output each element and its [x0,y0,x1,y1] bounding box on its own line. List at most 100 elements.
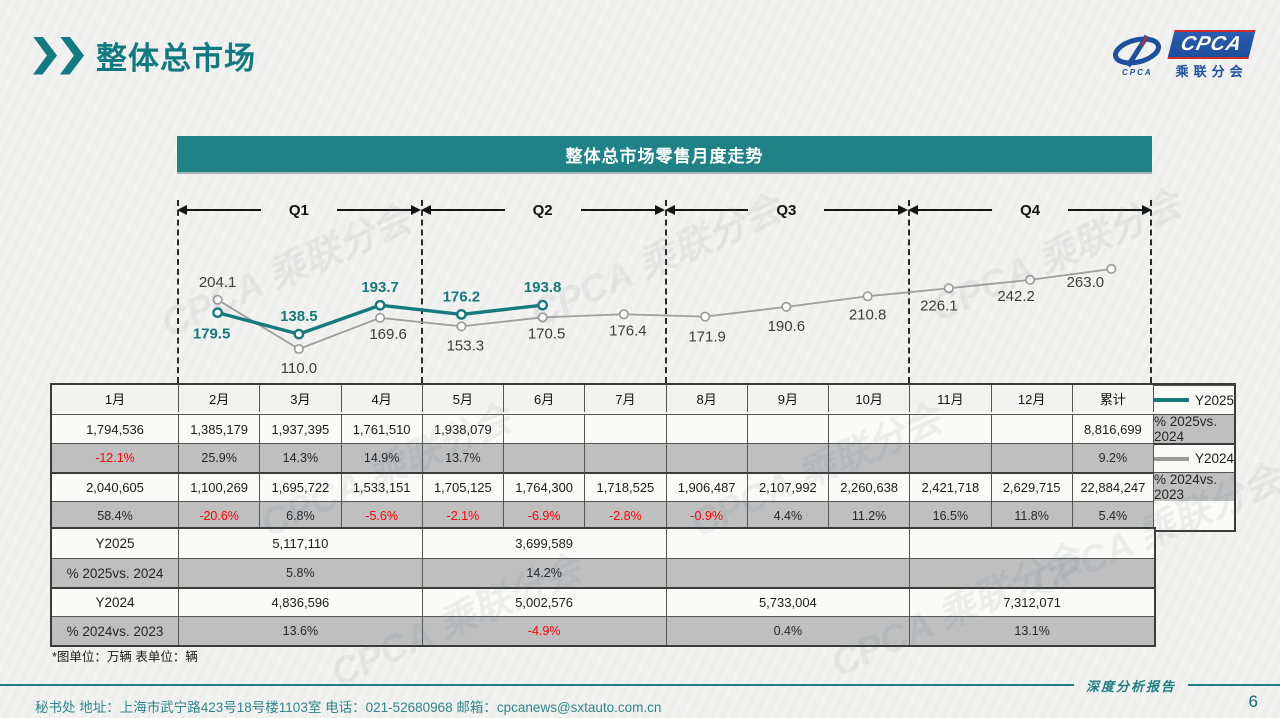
table-cell: 11.2% [829,501,911,530]
table-cell: 5,117,110 [179,529,423,558]
table-cell: 1,533,151 [341,472,423,501]
arrow-right-icon [1142,205,1153,215]
table-cell: 58.4% [52,501,179,530]
quarter-span: Q4 [908,198,1153,222]
data-point [293,328,305,340]
chart-title-text: 整体总市场零售月度走势 [565,146,764,166]
table-cell: 7月 [585,385,667,412]
table-cell: 7,312,071 [910,587,1154,616]
arrow-left-icon [664,205,675,215]
data-point [212,294,223,305]
row-label: % 2025vs. 2024 [1154,414,1234,444]
quarterly-table: Y2025 5,117,110 3,699,589 % 2025vs. 2024 5.8… [50,527,1156,647]
row-label: % 2024vs. 2023 [1154,472,1234,502]
table-cell [910,529,1154,558]
arrow-left-icon [908,205,919,215]
monthly-table: 1月 2月 3月 4月 5月 6月 7月 8月 9月 10月 11月 12月 累计 Y2025 1,794,… [50,383,1236,532]
data-label: 193.7 [361,279,399,296]
footer-contact: 秘书处 地址：上海市武宁路423号18号楼1103室 电话：021-526809… [35,700,662,715]
data-label: 176.2 [443,288,481,305]
data-label: 190.6 [768,318,806,335]
table-cell [504,443,586,472]
series-line-y2024 [217,268,1112,350]
data-point [618,309,629,320]
row-label: Y2025 [1154,385,1234,414]
data-point [943,283,954,294]
quarter-label: Q3 [776,201,797,219]
table-cell: -12.1% [52,443,179,472]
table-cell: 3月 [260,385,342,412]
data-point [700,311,711,322]
table-cell: 11月 [910,385,992,412]
table-cell: 9.2% [1072,443,1154,472]
table-cell: 1月 [52,385,179,412]
data-label: 226.1 [920,297,958,314]
table-cell: 2,107,992 [747,472,829,501]
table-cell: 3,699,589 [422,529,667,558]
table-cell: 1,761,510 [341,414,423,443]
arrow-right-icon [410,205,421,215]
table-cell: 4.4% [747,501,829,530]
data-label: 242.2 [997,288,1035,305]
data-point [781,301,792,312]
table-cell [585,414,667,443]
data-label: 204.1 [199,274,237,291]
table-cell: 2,260,638 [829,472,911,501]
table-cell: 6.8% [260,501,342,530]
data-point [1025,274,1036,285]
data-label: 110.0 [281,360,317,377]
page-header: 整体总市场 [33,33,256,78]
table-cell: 11.8% [991,501,1073,530]
cpca-logo-swoosh-icon: CPCA [1111,34,1163,77]
table-cell: 0.4% [666,616,911,645]
table-cell: 1,718,525 [585,472,667,501]
logo-brand-text: CPCA [1167,30,1256,59]
dashed-boundary-line [177,200,179,383]
data-label: 193.8 [524,279,562,296]
table-cell: 22,884,247 [1072,472,1154,501]
table-cell [747,443,829,472]
table-cell [666,529,911,558]
table-cell: -5.6% [341,501,423,530]
table-cell: -0.9% [666,501,748,530]
quarter-band: Q1 Q2 Q3 Q4 [177,198,1153,222]
data-label: 138.5 [280,308,318,325]
data-label: 179.5 [193,326,231,343]
dashed-boundary-line [420,200,423,383]
row-label: Y2025 [52,529,179,558]
table-cell: 1,705,125 [422,472,504,501]
table-cell: 5,733,004 [666,587,911,616]
data-point [293,343,304,355]
quarter-span: Q2 [420,198,665,222]
table-cell: 16.5% [910,501,992,530]
data-point [375,312,386,323]
report-type-label: 深度分析报告 [1085,678,1176,694]
table-cell: 4,836,596 [179,587,423,616]
table-cell: 6月 [504,385,586,412]
table-cell [585,443,667,472]
table-cell [829,443,911,472]
data-label: 176.4 [609,322,647,339]
table-cell: 14.3% [260,443,342,472]
table-cell: 1,100,269 [179,472,261,501]
table-cell: 累计 [1072,385,1154,412]
dashed-boundary-line [1150,200,1152,383]
quarter-span: Q3 [664,198,909,222]
data-label: 210.8 [849,306,887,323]
arrow-right-icon [898,205,909,215]
row-label: Y2024 [1154,443,1234,472]
data-point [537,312,548,323]
arrow-right-icon [654,205,665,215]
logo-caption: CPCA [1121,67,1153,77]
unit-footnote: *图单位：万辆 表单位：辆 [52,650,198,664]
table-cell: 9月 [747,385,829,412]
footer-rule: 深度分析报告 [0,677,1280,694]
double-chevron-icon [33,36,84,75]
data-label: 169.6 [369,326,407,343]
table-cell: -6.9% [504,501,586,530]
row-label: % 2025vs. 2024 [52,558,179,587]
table-cell: 8,816,699 [1072,414,1154,443]
table-cell: -2.8% [585,501,667,530]
data-label: 170.5 [528,325,566,342]
table-cell: 1,385,179 [179,414,261,443]
